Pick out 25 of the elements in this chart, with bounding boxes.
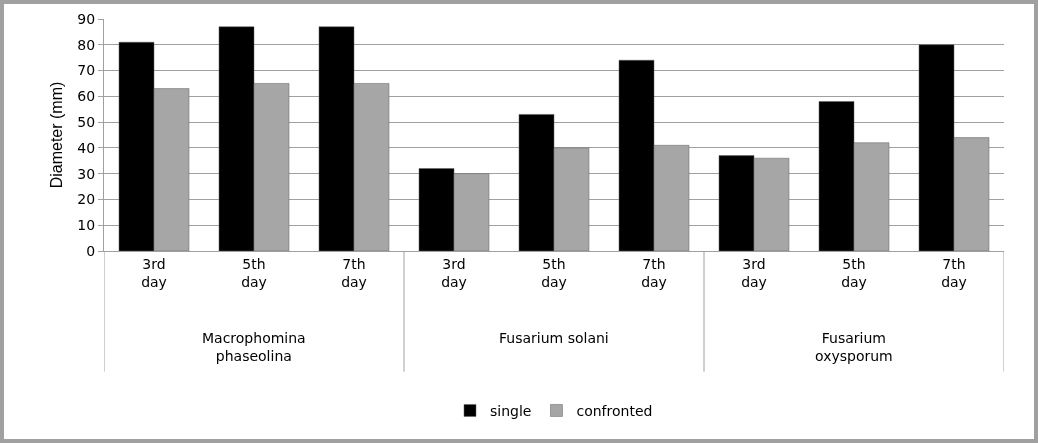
x-tick-label: 7th day — [641, 255, 667, 290]
text: Macrophomina phaseolina — [202, 330, 306, 365]
x-tick-label: 5th day — [241, 255, 267, 290]
x-tick-label: 7th day — [941, 255, 967, 290]
x-tick-label: 5th day — [841, 255, 867, 290]
y-tick-label: 10 — [77, 217, 96, 234]
y-tick-label: 40 — [77, 139, 96, 156]
x-tick-label: 3rd day — [441, 255, 467, 290]
y-axis-title: Diameter (mm) — [48, 81, 65, 189]
y-tick-label: 50 — [77, 114, 96, 131]
y-tick-label: 60 — [77, 88, 96, 105]
legend-label: single — [490, 402, 532, 419]
y-tick-label: 80 — [77, 36, 96, 53]
x-tick-label: 7th day — [341, 255, 367, 290]
x-tick-label: 5th day — [541, 255, 567, 290]
text: Fusarium oxysporum — [815, 330, 893, 365]
y-tick-label: 90 — [77, 10, 96, 27]
y-tick-label: 70 — [77, 62, 96, 79]
y-tick-label: 20 — [77, 191, 96, 208]
x-tick-label: 3rd day — [141, 255, 167, 290]
y-tick-label: 30 — [77, 165, 96, 182]
y-tick-label: 0 — [86, 242, 96, 259]
legend-label: confronted — [576, 402, 653, 419]
x-tick-label: 3rd day — [741, 255, 767, 290]
text: Fusarium solani — [499, 330, 609, 346]
